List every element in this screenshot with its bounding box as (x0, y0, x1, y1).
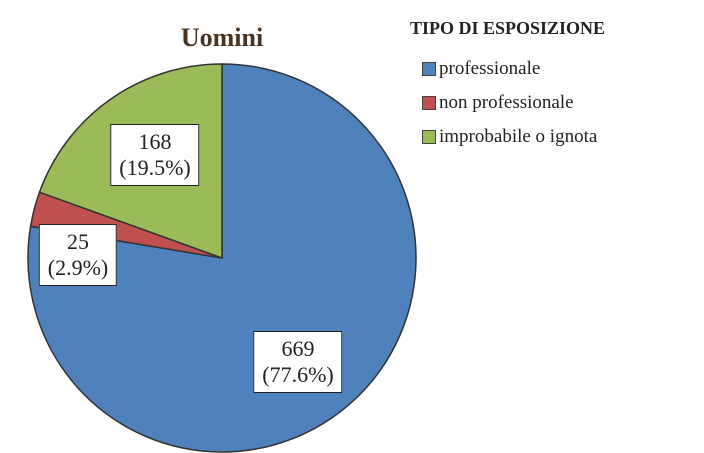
legend-swatch (422, 96, 436, 110)
legend-item: professionale (422, 58, 540, 80)
legend-title: TIPO DI ESPOSIZIONE (410, 18, 606, 38)
chart-title: Uomini (180, 23, 264, 52)
data-label: 168 (19.5%) (110, 124, 200, 186)
data-label: 669 (77.6%) (253, 331, 343, 393)
legend-item: non professionale (422, 92, 574, 114)
legend-label: professionale (439, 58, 541, 79)
legend-swatch (422, 130, 436, 144)
legend-swatch (422, 62, 436, 76)
legend-label: non professionale (439, 92, 574, 113)
data-label: 25 (2.9%) (38, 224, 118, 286)
legend-label: improbabile o ignota (439, 126, 598, 147)
legend-item: improbabile o ignota (422, 126, 597, 148)
